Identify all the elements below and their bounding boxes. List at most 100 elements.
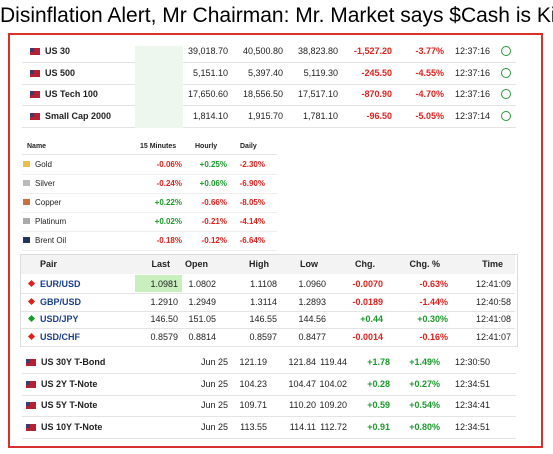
cell: 121.84 <box>288 357 316 367</box>
flag-canton <box>26 359 30 363</box>
row-separator <box>22 373 516 374</box>
cell: US 500 <box>45 67 76 78</box>
cell: Chg. <box>355 259 375 269</box>
cell: 109.71 <box>239 400 267 410</box>
cell: 104.47 <box>288 378 316 389</box>
cell: Low <box>300 259 318 269</box>
cell: -4.14% <box>239 217 265 226</box>
clock-icon <box>501 46 511 56</box>
cell: +0.28 <box>367 378 390 389</box>
highlight-col <box>135 46 183 128</box>
cell: 12:37:14 <box>454 110 490 121</box>
cell: Daily <box>240 143 257 150</box>
cell: 12:37:16 <box>454 67 490 78</box>
cell: Last <box>151 259 170 269</box>
cell: 1.3114 <box>250 296 277 307</box>
cell: 110.20 <box>289 400 316 410</box>
cell: -245.50 <box>361 67 392 78</box>
cell: Hourly <box>195 143 218 150</box>
cell: +0.80% <box>409 421 440 432</box>
row-separator <box>22 231 277 232</box>
row-separator <box>22 193 277 194</box>
cell: 17,650.60 <box>187 89 228 99</box>
cell: 12:34:51 <box>454 378 490 389</box>
flag-icon <box>26 423 36 431</box>
cell: -0.0070 <box>352 279 383 289</box>
cell: +0.30% <box>417 314 448 324</box>
cell: Jun 25 <box>200 378 228 389</box>
cell: -0.63% <box>419 279 448 289</box>
cell: Name <box>27 143 47 150</box>
title: Disinflation Alert, Mr Chairman: Mr. Mar… <box>0 4 553 27</box>
cell: -3.77% <box>415 46 444 56</box>
row-separator <box>22 416 516 417</box>
flag-canton <box>30 112 34 117</box>
cell: -4.55% <box>415 67 444 78</box>
cell: +0.02% <box>154 217 182 226</box>
row-separator <box>22 83 516 85</box>
cell: -2.30% <box>239 160 265 169</box>
cell: 1.2910 <box>150 296 178 307</box>
flag-icon <box>26 380 36 388</box>
commodity-icon <box>23 218 30 224</box>
row-separator <box>21 328 515 329</box>
flag-icon <box>30 69 40 77</box>
cell: 1,915.70 <box>247 110 283 121</box>
cell: 144.56 <box>298 314 326 324</box>
row-separator <box>22 394 516 396</box>
cell: 104.23 <box>239 378 267 389</box>
cell: 12:41:07 <box>475 331 511 342</box>
cell: Pair <box>40 259 58 269</box>
cell: +0.25% <box>199 160 227 169</box>
clock-icon <box>501 67 511 78</box>
cell: +0.54% <box>409 400 440 410</box>
cell: 12:37:16 <box>454 46 490 56</box>
cell: Open <box>184 259 208 269</box>
cell: US 2Y T-Note <box>41 378 98 389</box>
cell: +0.44 <box>360 314 383 324</box>
cell: 0.8579 <box>150 331 178 342</box>
cell: 0.8477 <box>298 331 326 342</box>
cell: 5,119.30 <box>303 67 338 78</box>
cell: Copper <box>35 198 62 207</box>
cell: 12:41:08 <box>475 314 511 324</box>
cell: -0.06% <box>156 160 182 169</box>
commodity-icon <box>23 180 30 186</box>
cell: 40,500.80 <box>242 46 283 56</box>
row-separator <box>21 310 515 312</box>
cell: -0.24% <box>156 179 182 188</box>
cell: US 30 <box>45 46 71 56</box>
cell: -0.0014 <box>352 331 383 342</box>
cell: 5,397.40 <box>247 67 283 78</box>
cell: 1.2949 <box>188 296 216 307</box>
cell: 17,517.10 <box>297 89 338 99</box>
cell: 39,018.70 <box>187 46 228 56</box>
clock-icon <box>501 110 511 121</box>
cell: +0.22% <box>154 198 182 207</box>
row-separator <box>22 437 516 439</box>
cell: -0.0189 <box>352 296 383 307</box>
cell: GBP/USD <box>40 296 82 307</box>
cell: 112.72 <box>320 421 347 432</box>
row-separator <box>21 345 515 347</box>
cell: 146.50 <box>150 314 178 324</box>
cell: -5.05% <box>415 110 444 121</box>
flag-canton <box>30 48 34 52</box>
cell: USD/JPY <box>40 314 79 324</box>
row-separator <box>22 250 277 251</box>
flag-icon <box>26 359 36 366</box>
cell: 0.8814 <box>188 331 216 342</box>
commodity-icon <box>23 199 30 205</box>
cell: 12:34:41 <box>454 400 490 410</box>
frame <box>8 33 543 448</box>
highlight <box>135 275 182 292</box>
flag-canton <box>30 69 34 74</box>
row-separator <box>22 212 277 213</box>
cell: Jun 25 <box>200 400 228 410</box>
cell: 1.0802 <box>188 279 216 289</box>
flag-canton <box>26 423 30 428</box>
cell: 12:30:50 <box>454 357 490 367</box>
cell: -6.90% <box>239 179 265 188</box>
cell: 12:34:51 <box>454 421 490 432</box>
cell: 1,781.10 <box>302 110 338 121</box>
